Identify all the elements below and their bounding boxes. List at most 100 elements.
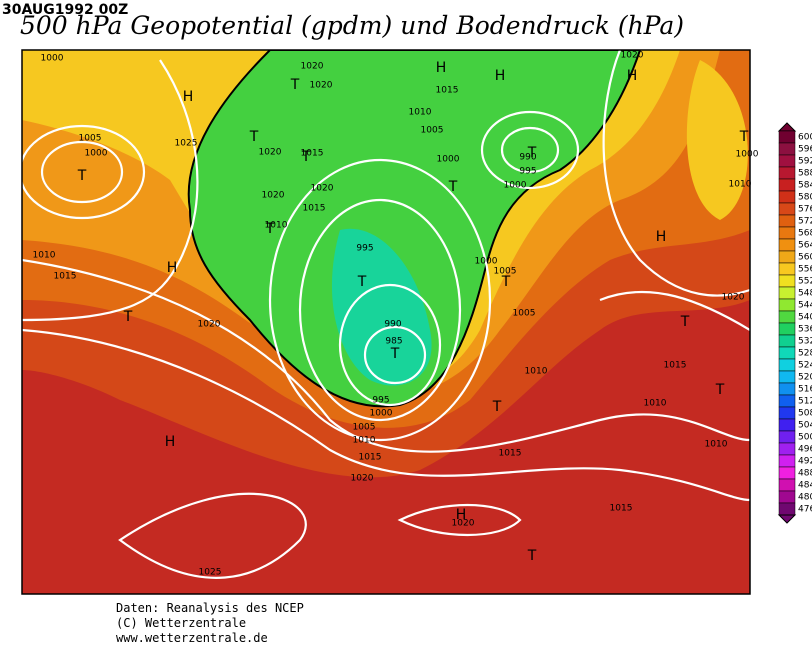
colorbar-swatch	[778, 178, 796, 192]
isobar-label: 1005	[494, 267, 517, 277]
isobar-label: 1000	[437, 155, 460, 165]
colorbar-label: 556	[798, 265, 812, 275]
colorbar-swatch	[778, 382, 796, 396]
colorbar-swatch	[778, 202, 796, 216]
colorbar-label: 480	[798, 493, 812, 503]
footer-line: Daten: Reanalysis des NCEP	[116, 601, 304, 615]
isobar-label: 1005	[79, 134, 102, 144]
pressure-center: H	[165, 434, 176, 450]
isobar-label: 1010	[265, 221, 288, 231]
isobar-label: 1015	[54, 272, 77, 282]
pressure-center: H	[167, 260, 178, 276]
isobar-label: 1010	[729, 180, 752, 190]
colorbar-swatch	[778, 358, 796, 372]
colorbar-label: 500	[798, 433, 812, 443]
isobar-label: 1010	[353, 436, 376, 446]
colorbar-swatch	[778, 418, 796, 432]
colorbar-label: 508	[798, 409, 812, 419]
field-552-east	[686, 60, 748, 220]
colorbar-label: 544	[798, 301, 812, 311]
isobar-label: 1025	[175, 139, 198, 149]
pressure-center: T	[77, 168, 87, 184]
colorbar-swatch	[778, 238, 796, 252]
isobar-label: 1015	[303, 204, 326, 214]
map-frame	[21, 49, 751, 595]
footer-line: www.wetterzentrale.de	[116, 631, 268, 645]
map-title: 500 hPa Geopotential (gpdm) und Bodendru…	[20, 11, 684, 40]
pressure-center: T	[123, 309, 133, 325]
colorbar-label: 516	[798, 385, 812, 395]
colorbar-swatch	[778, 478, 796, 492]
pressure-center: H	[656, 229, 667, 245]
isobar-label: 1025	[199, 568, 222, 578]
isobar-label: 1020	[311, 184, 334, 194]
colorbar-label: 552	[798, 277, 812, 287]
colorbar-label: 484	[798, 481, 812, 491]
colorbar-label: 528	[798, 349, 812, 359]
isobar-label: 1000	[85, 149, 108, 159]
isobar-label: 1015	[436, 86, 459, 96]
pressure-center: H	[436, 60, 447, 76]
map-area	[22, 50, 750, 594]
isobar-label: 1020	[310, 81, 333, 91]
colorbar-label: 520	[798, 373, 812, 383]
colorbar-swatch	[778, 346, 796, 360]
colorbar-label: 576	[798, 205, 812, 215]
colorbar-swatch	[778, 166, 796, 180]
colorbar-swatch	[778, 454, 796, 468]
pressure-center: T	[527, 145, 537, 161]
colorbar-label: 592	[798, 157, 812, 167]
colorbar-label: 540	[798, 313, 812, 323]
isobar-label: 995	[372, 396, 389, 406]
isobar-label: 1020	[198, 320, 221, 330]
isobar-label: 1015	[359, 453, 382, 463]
colorbar-label: 584	[798, 181, 812, 191]
isobar-label: 990	[384, 320, 401, 330]
colorbar-label: 580	[798, 193, 812, 203]
isobar-label: 1020	[722, 293, 745, 303]
isobar-label: 1020	[259, 148, 282, 158]
colorbar-label: 532	[798, 337, 812, 347]
isobar-label: 1010	[525, 367, 548, 377]
isobar-label: 1000	[475, 257, 498, 267]
colorbar-label: 476	[798, 505, 812, 515]
colorbar-swatch	[778, 430, 796, 444]
isobars	[22, 50, 750, 579]
isobar-label: 1015	[301, 149, 324, 159]
isobar-label: 1015	[610, 504, 633, 514]
colorbar-swatch	[778, 466, 796, 480]
colorbar-label: 496	[798, 445, 812, 455]
colorbar-swatch	[778, 406, 796, 420]
pressure-center: H	[183, 89, 194, 105]
isobar-label: 1020	[262, 191, 285, 201]
isobar-label: 1020	[621, 51, 644, 61]
colorbar-label: 568	[798, 229, 812, 239]
colorbar-swatch	[778, 262, 796, 276]
colorbar-label: 512	[798, 397, 812, 407]
isobar-label: 1010	[705, 440, 728, 450]
colorbar-swatch	[778, 190, 796, 204]
colorbar-swatch	[778, 214, 796, 228]
colorbar-swatch	[778, 154, 796, 168]
colorbar-label: 588	[798, 169, 812, 179]
isobar-label: 1020	[351, 474, 374, 484]
pressure-center: T	[680, 314, 690, 330]
colorbar-label: 548	[798, 289, 812, 299]
pressure-center: T	[492, 399, 502, 415]
isobar-label: 1000	[370, 409, 393, 419]
colorbar-swatch	[778, 130, 796, 144]
colorbar-top-cap	[777, 122, 797, 132]
isobar-label: 1000	[736, 150, 759, 160]
colorbar-label: 524	[798, 361, 812, 371]
colorbar-swatch	[778, 394, 796, 408]
colorbar-swatch	[778, 298, 796, 312]
isobar-label: 1020	[301, 62, 324, 72]
isobar-label: 1015	[664, 361, 687, 371]
colorbar-swatch	[778, 310, 796, 324]
isobar-label: 985	[385, 337, 402, 347]
colorbar-label: 564	[798, 241, 812, 251]
isobar-label: 995	[356, 244, 373, 254]
colorbar-label: 560	[798, 253, 812, 263]
